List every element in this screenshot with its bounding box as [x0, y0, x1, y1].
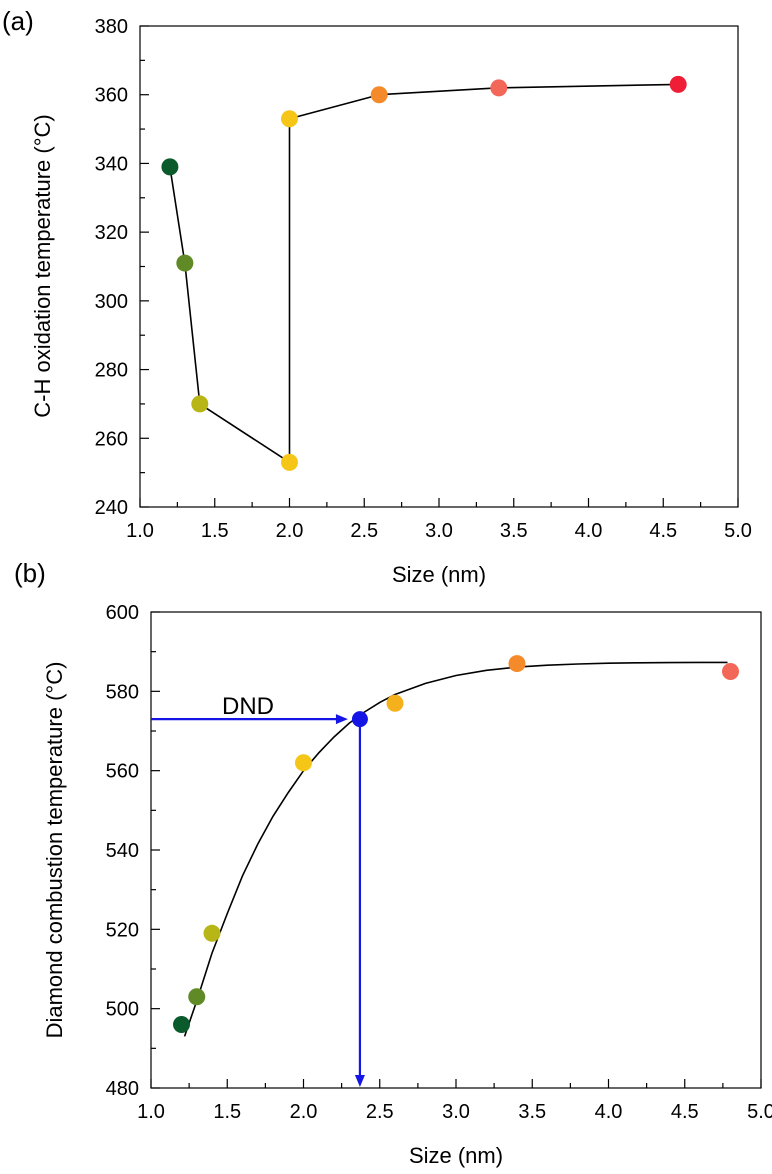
panel-b-x-tick-label: 4.0	[595, 1101, 623, 1123]
panel-a-chart: (a) 1.0 1.5 2.0 2.5 3.0 3.5 4.0 4.5 5.0 240 260 280…	[2, 6, 752, 587]
panel-a-x-tick-label: 4.0	[575, 520, 603, 542]
panel-a-data-point	[370, 86, 388, 104]
panel-a-x-tick-label: 3.0	[425, 520, 453, 542]
dnd-horizontal-arrow-head	[335, 714, 348, 725]
panel-b-y-tick-label: 580	[106, 681, 139, 703]
panel-b-y-tick-label: 500	[106, 999, 139, 1021]
panel-a-plot-frame	[139, 25, 739, 508]
panel-b-y-tick-label: 560	[106, 761, 139, 783]
panel-b-y-tick-label: 480	[106, 1078, 139, 1100]
dnd-vertical-arrow-head	[354, 1075, 365, 1087]
dnd-marker	[351, 711, 368, 728]
panel-a-connector-segment	[379, 87, 499, 96]
panel-a-x-tick-label: 2.0	[276, 520, 304, 542]
panel-b-data-point	[386, 694, 404, 712]
panel-b-data-points	[173, 655, 739, 1034]
panel-b-data-point	[188, 988, 206, 1006]
panel-b-fit-curve	[183, 661, 728, 1037]
panel-b-dnd-annotation: DND	[151, 693, 368, 1087]
panel-b-x-tick-label: 4.5	[671, 1101, 699, 1123]
panel-b-y-axis-title: Diamond combustion temperature (°C)	[42, 662, 67, 1039]
panel-b-label: (b)	[14, 558, 46, 588]
panel-a-y-tick-label: 340	[95, 153, 128, 175]
panel-b-x-axis-title: Size (nm)	[409, 1143, 503, 1168]
panel-a-y-tick-label: 300	[95, 291, 128, 313]
panel-a-data-point	[281, 453, 298, 471]
panel-b-x-tick-label: 1.0	[137, 1101, 165, 1123]
panel-b-x-tick-label: 2.5	[366, 1101, 394, 1123]
panel-a-connecting-lines	[169, 83, 679, 464]
panel-a-connector-segment	[289, 93, 380, 120]
panel-a-y-tick-label: 320	[95, 222, 128, 244]
panel-a-data-point	[281, 110, 298, 128]
panel-b-y-tick-label: 520	[106, 919, 139, 941]
panel-b-chart: (b) 1.0 1.5 2.0 2.5 3.0 3.5 4.0 4.5 5.0 480 500 520…	[14, 558, 772, 1168]
panel-b-y-tick-label: 540	[106, 840, 139, 862]
panel-a-connector-segment	[199, 403, 290, 464]
panel-b-x-tick-label: 3.5	[518, 1101, 546, 1123]
panel-b-plot-frame	[150, 611, 762, 1089]
panel-a-x-tick-label: 4.5	[649, 520, 677, 542]
panel-a-x-tick-label: 2.5	[350, 520, 378, 542]
panel-b-x-tick-label: 1.5	[213, 1101, 241, 1123]
panel-a-y-axis-title: C-H oxidation temperature (°C)	[30, 114, 55, 417]
panel-b-y-tick-label: 600	[106, 602, 139, 624]
panel-a-x-axis-title: Size (nm)	[392, 562, 486, 587]
panel-a-data-point	[191, 395, 209, 413]
panel-a-connector-segment	[498, 83, 679, 89]
dnd-label: DND	[222, 693, 274, 720]
panel-a-y-tick-label: 380	[95, 16, 128, 38]
panel-a-data-points	[161, 75, 687, 471]
panel-a-y-tick-label: 360	[95, 85, 128, 107]
panel-b-data-point	[295, 754, 312, 772]
panel-a-label: (a)	[2, 6, 34, 36]
panel-a-data-point	[176, 254, 194, 272]
panel-a-connector-segment	[184, 262, 201, 405]
panel-a-data-point	[161, 158, 179, 176]
panel-b-data-point	[203, 924, 221, 942]
panel-a-data-point	[490, 79, 508, 97]
panel-a-y-tick-label: 280	[95, 360, 128, 382]
panel-b-axes: 1.0 1.5 2.0 2.5 3.0 3.5 4.0 4.5 5.0 480 500 520 540 5…	[106, 602, 772, 1123]
panel-b-data-point	[173, 1016, 190, 1034]
panel-a-x-tick-label: 1.5	[201, 520, 229, 542]
panel-a-x-tick-label: 3.5	[500, 520, 528, 542]
panel-b-data-point	[508, 655, 526, 673]
panel-a-y-tick-label: 240	[95, 497, 128, 519]
panel-b-data-point	[722, 663, 739, 680]
panel-b-x-tick-label: 2.0	[290, 1101, 318, 1123]
panel-a-axes: 1.0 1.5 2.0 2.5 3.0 3.5 4.0 4.5 5.0 240 260 280 300 3…	[95, 16, 752, 542]
panel-a-connector-segment	[169, 166, 186, 264]
panel-a-y-tick-label: 260	[95, 428, 128, 450]
panel-a-data-point	[669, 75, 687, 93]
panel-a-x-tick-label: 1.0	[126, 520, 154, 542]
panel-b-x-tick-label: 3.0	[442, 1101, 470, 1123]
panel-a-x-tick-label: 5.0	[724, 520, 752, 542]
panel-b-x-tick-label: 5.0	[747, 1101, 772, 1123]
